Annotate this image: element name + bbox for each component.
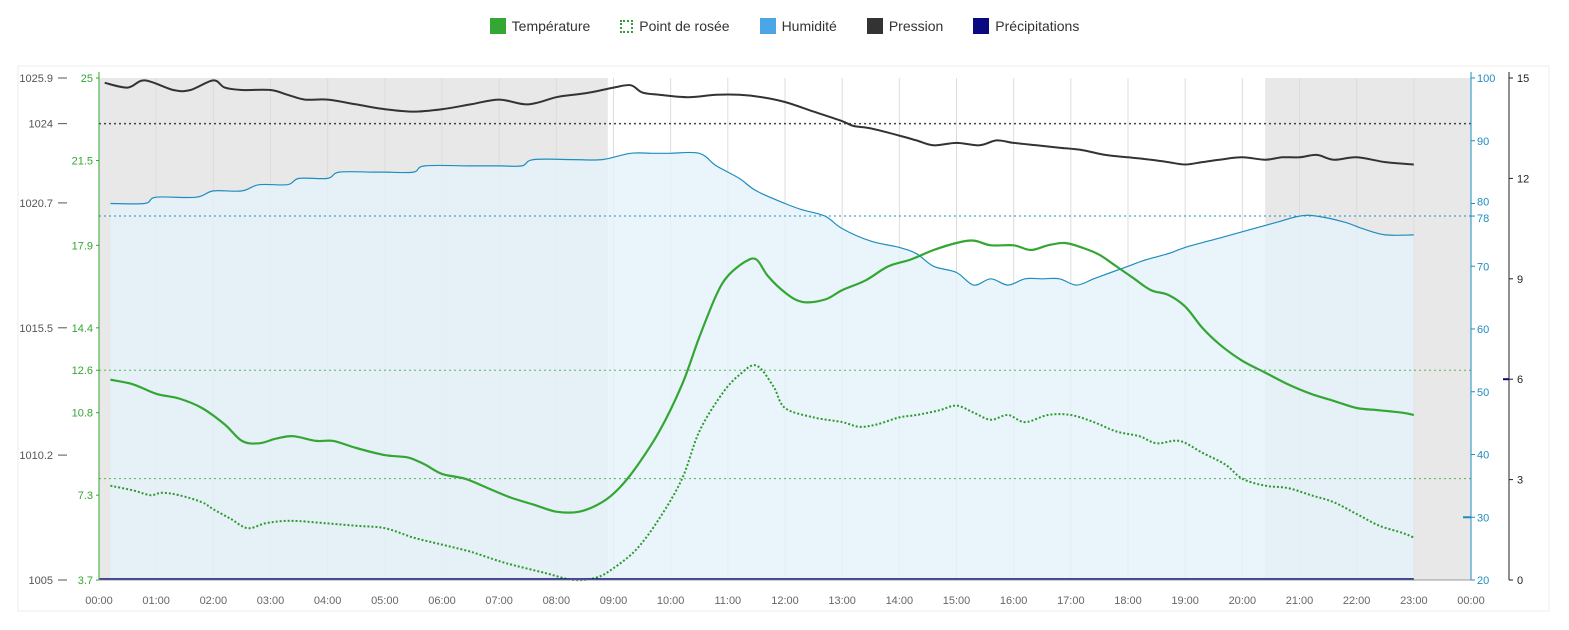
reference-lines	[99, 122, 1471, 480]
pressure-tick-label-1: 1010.2	[19, 450, 53, 462]
humidity-tick-label-0: 20	[1477, 575, 1489, 587]
legend-item-precipitation[interactable]: Précipitations	[973, 18, 1079, 34]
humidity-tick-label-4: 60	[1477, 324, 1489, 336]
humidity-tick-label-5: 70	[1477, 261, 1489, 273]
humidity-tick-label-1: 30	[1477, 512, 1489, 524]
humidity-line	[110, 151, 1414, 286]
x-tick-label-11: 11:00	[714, 595, 741, 607]
x-tick-label-16: 16:00	[1000, 595, 1028, 607]
series-layer	[99, 79, 1415, 582]
pressure-tick-label-4: 1024	[29, 119, 53, 131]
x-tick-label-18: 18:00	[1114, 595, 1142, 607]
x-tick-label-7: 07:00	[485, 595, 513, 607]
humidity-layer	[110, 151, 1414, 580]
humidity-tick-label-7: 80	[1477, 197, 1489, 209]
temperature-tick-label-3: 12.6	[72, 365, 93, 377]
x-tick-label-24: 00:00	[1457, 595, 1485, 607]
pressure-tick-label-3: 1020.7	[19, 198, 53, 210]
x-tick-label-9: 09:00	[600, 595, 628, 607]
x-tick-label-10: 10:00	[657, 595, 685, 607]
legend-item-temperature[interactable]: Température	[489, 18, 591, 34]
pressure-tick-label-0: 1005	[29, 575, 53, 587]
x-tick-label-6: 06:00	[428, 595, 456, 607]
precipitation-swatch-icon	[973, 18, 990, 34]
x-tick-label-21: 21:00	[1286, 595, 1314, 607]
humidity-tick-label-8: 90	[1477, 136, 1489, 148]
legend-item-humidity[interactable]: Humidité	[759, 18, 837, 34]
legend-label-pressure: Pression	[888, 18, 944, 34]
x-tick-label-12: 12:00	[771, 595, 799, 607]
humidity-tick-label-3: 50	[1477, 387, 1489, 399]
chart-frame	[17, 65, 1550, 612]
legend-label-humidity: Humidité	[781, 18, 837, 34]
x-tick-label-15: 15:00	[943, 595, 971, 607]
temperature-tick-label-1: 7.3	[78, 490, 93, 502]
humidity-tick-label-6: 78	[1477, 213, 1489, 225]
legend-label-precipitation: Précipitations	[995, 18, 1080, 34]
temperature-tick-label-4: 14.4	[72, 323, 93, 335]
x-tick-label-17: 17:00	[1057, 595, 1085, 607]
humidity-tick-label-2: 40	[1477, 450, 1489, 462]
humidity-tick-label-9: 100	[1477, 73, 1495, 85]
x-tick-label-20: 20:00	[1229, 595, 1257, 607]
x-tick-label-14: 14:00	[886, 595, 914, 607]
precipitation-tick-label-3: 9	[1517, 274, 1523, 286]
temperature-tick-label-7: 25	[81, 73, 93, 85]
x-tick-label-2: 02:00	[200, 595, 228, 607]
pressure-tick-label-5: 1025.9	[19, 73, 53, 85]
legend-item-pressure[interactable]: Pression	[866, 18, 944, 34]
legend-item-dewpoint[interactable]: Point de rosée	[620, 18, 730, 34]
temperature-tick-label-6: 21.5	[72, 155, 93, 167]
temperature-tick-label-0: 3.7	[78, 575, 93, 587]
precipitation-tick-label-5: 15	[1517, 73, 1529, 85]
legend-label-dewpoint: Point de rosée	[639, 18, 730, 34]
x-tick-label-13: 13:00	[828, 595, 856, 607]
humidity-area	[110, 152, 1414, 580]
x-tick-label-3: 03:00	[257, 595, 285, 607]
humidity-swatch-icon	[759, 18, 776, 34]
pressure-line	[104, 79, 1414, 166]
temperature-tick-label-5: 17.9	[72, 240, 93, 252]
dewpoint-line	[110, 364, 1415, 582]
pressure-swatch-icon	[866, 18, 883, 34]
x-tick-label-8: 08:00	[543, 595, 571, 607]
precipitation-tick-label-1: 3	[1517, 475, 1523, 487]
temperature-line	[110, 239, 1415, 514]
axes: 1005 1010.2 1015.5 1020.7 1024 1025.9 3.7 7.3 10…	[19, 72, 1529, 607]
precipitation-tick-label-4: 12	[1517, 173, 1529, 185]
temperature-swatch-icon	[489, 18, 506, 34]
x-tick-label-0: 00:00	[85, 595, 113, 607]
dewpoint-swatch-icon	[620, 19, 634, 33]
pressure-tick-label-2: 1015.5	[19, 323, 53, 335]
x-tick-label-1: 01:00	[142, 595, 170, 607]
x-tick-label-4: 04:00	[314, 595, 342, 607]
x-tick-label-19: 19:00	[1171, 595, 1199, 607]
precipitation-tick-label-2: 6	[1517, 374, 1523, 386]
temperature-tick-label-2: 10.8	[72, 408, 93, 420]
legend-label-temperature: Température	[511, 18, 591, 34]
chart-legend: Température Point de rosée Humidité Pres…	[0, 14, 1569, 38]
precipitation-tick-label-0: 0	[1517, 575, 1523, 587]
x-tick-label-22: 22:00	[1343, 595, 1371, 607]
x-tick-label-23: 23:00	[1400, 595, 1428, 607]
x-tick-label-5: 05:00	[371, 595, 399, 607]
